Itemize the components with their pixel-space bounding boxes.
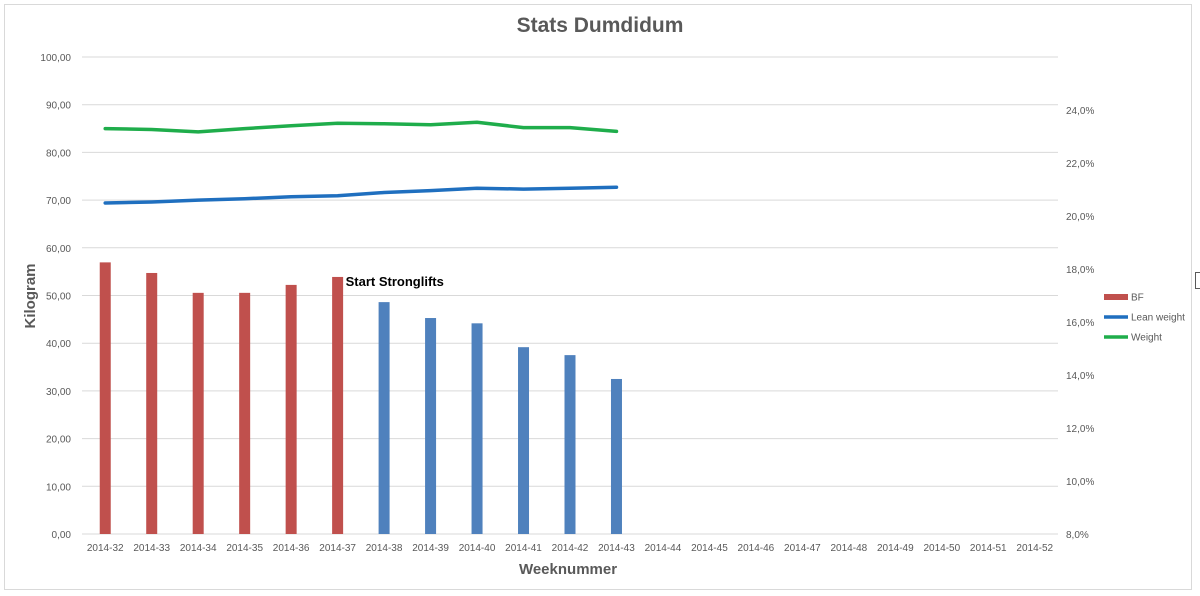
bar-bf xyxy=(425,318,437,534)
legend-swatch-bf xyxy=(1104,294,1128,300)
y2-tick-label: 8,0% xyxy=(1066,530,1089,541)
bar-bf xyxy=(99,262,111,534)
x-tick-label: 2014-34 xyxy=(180,543,217,554)
x-tick-label: 2014-50 xyxy=(923,543,960,554)
annotation-label: Start Stronglifts xyxy=(346,274,444,289)
y2-tick-label: 10,0% xyxy=(1066,477,1094,488)
left-axis-ticks: 0,00 10,00 20,00 30,00 40,00 50,00 60,00 70,00 8… xyxy=(40,53,71,541)
x-axis-title: Weeknummer xyxy=(519,561,617,578)
x-tick-label: 2014-36 xyxy=(273,543,310,554)
x-tick-label: 2014-49 xyxy=(877,543,914,554)
x-axis-ticks: 2014-32 2014-33 2014-34 2014-35 2014-36 2014-… xyxy=(87,543,1054,554)
x-tick-label: 2014-46 xyxy=(738,543,775,554)
x-tick-label: 2014-43 xyxy=(598,543,635,554)
y-tick-label: 30,00 xyxy=(46,387,71,398)
x-tick-label: 2014-47 xyxy=(784,543,821,554)
x-tick-label: 2014-37 xyxy=(319,543,356,554)
x-tick-label: 2014-42 xyxy=(552,543,589,554)
y2-tick-label: 20,0% xyxy=(1066,212,1094,223)
bar-bf xyxy=(332,276,344,534)
y2-tick-label: 18,0% xyxy=(1066,265,1094,276)
x-tick-label: 2014-45 xyxy=(691,543,728,554)
bar-bf xyxy=(564,355,576,534)
y-tick-label: 20,00 xyxy=(46,435,71,446)
x-tick-label: 2014-51 xyxy=(970,543,1007,554)
y-tick-label: 10,00 xyxy=(46,482,71,493)
legend-label: BF xyxy=(1131,293,1144,304)
x-tick-label: 2014-32 xyxy=(87,543,124,554)
y-tick-label: 70,00 xyxy=(46,196,71,207)
x-tick-label: 2014-48 xyxy=(831,543,868,554)
bar-bf xyxy=(239,292,251,534)
line-lean-weight xyxy=(103,185,619,205)
y2-tick-label: 14,0% xyxy=(1066,371,1094,382)
y2-tick-label: 12,0% xyxy=(1066,424,1094,435)
bar-bf xyxy=(471,323,483,534)
legend-label: Lean weight xyxy=(1131,313,1185,324)
y-tick-label: 40,00 xyxy=(46,339,71,350)
series-lines xyxy=(103,120,619,205)
bar-bf xyxy=(146,272,158,534)
x-tick-label: 2014-44 xyxy=(645,543,682,554)
x-tick-label: 2014-41 xyxy=(505,543,542,554)
x-tick-label: 2014-39 xyxy=(412,543,449,554)
y-tick-label: 100,00 xyxy=(40,53,71,64)
legend: BF Lean weight Weight xyxy=(1104,293,1185,344)
bar-bf xyxy=(378,302,390,534)
chart-title: Stats Dumdidum xyxy=(516,14,684,37)
x-tick-label: 2014-33 xyxy=(133,543,170,554)
x-tick-label: 2014-52 xyxy=(1016,543,1053,554)
line-weight xyxy=(103,120,619,134)
bf-bars xyxy=(99,262,622,534)
bar-bf xyxy=(518,347,530,534)
bar-bf xyxy=(285,284,297,534)
right-axis-ticks: 8,0% 10,0% 12,0% 14,0% 16,0% 18,0% 20,0% 22,0% 2… xyxy=(1066,106,1094,541)
edge-marker xyxy=(1195,272,1200,289)
y-tick-label: 0,00 xyxy=(52,530,72,541)
annotations: Start Stronglifts xyxy=(346,274,444,289)
legend-label: Weight xyxy=(1131,333,1162,344)
bar-bf xyxy=(192,292,204,534)
y-axis-title: Kilogram xyxy=(22,263,39,328)
y-tick-label: 50,00 xyxy=(46,292,71,303)
y2-tick-label: 16,0% xyxy=(1066,318,1094,329)
y2-tick-label: 24,0% xyxy=(1066,106,1094,117)
y2-tick-label: 22,0% xyxy=(1066,159,1094,170)
x-tick-label: 2014-40 xyxy=(459,543,496,554)
y-tick-label: 80,00 xyxy=(46,148,71,159)
x-tick-label: 2014-35 xyxy=(226,543,263,554)
y-tick-label: 90,00 xyxy=(46,101,71,112)
bar-bf xyxy=(610,378,622,534)
x-tick-label: 2014-38 xyxy=(366,543,403,554)
y-tick-label: 60,00 xyxy=(46,244,71,255)
